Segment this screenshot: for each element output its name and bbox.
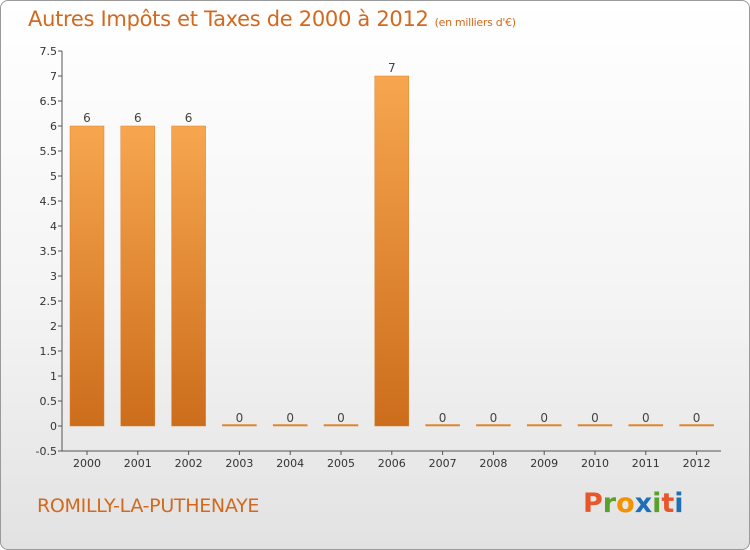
axes-group: -0.5 0 0.5 1 1.5 2 2.5 3 3.5 4 4.5 5 5.5 6 6.5 7 7.5 (36, 45, 721, 458)
data-label-2004: 0 (286, 411, 294, 425)
y-tick-label: 5 (50, 170, 57, 183)
logo-letter: P (583, 488, 603, 519)
data-label-2005: 0 (337, 411, 345, 425)
bar-2001 (120, 125, 156, 427)
data-label-2000: 6 (83, 111, 91, 125)
y-tick-label: 0.5 (40, 395, 58, 408)
y-tick-label: 0 (50, 420, 57, 433)
labels-group: 6 2000 6 2001 6 2002 0 2003 0 2004 0 2005 7 2006 0 2007… (73, 61, 711, 470)
y-tick-label: 1.5 (40, 345, 58, 358)
bar-2010 (577, 424, 613, 427)
y-tick-label: 4 (50, 220, 57, 233)
proxiti-logo: Proxiti (583, 488, 684, 519)
bar-2000 (69, 125, 105, 427)
y-tick-label: 6.5 (40, 95, 58, 108)
data-label-2008: 0 (490, 411, 498, 425)
bar-2011 (628, 424, 664, 427)
bar-2009 (526, 424, 562, 427)
x-tick-label-2009: 2009 (530, 457, 558, 470)
y-tick-label: 6 (50, 120, 57, 133)
data-label-2007: 0 (439, 411, 447, 425)
logo-letter: x (634, 488, 653, 519)
logo-letter: r (602, 488, 617, 519)
data-label-2009: 0 (540, 411, 548, 425)
x-tick-label-2001: 2001 (124, 457, 152, 470)
data-label-2006: 7 (388, 61, 396, 75)
x-tick-label-2012: 2012 (683, 457, 711, 470)
x-tick-label-2005: 2005 (327, 457, 355, 470)
y-tick-label: 3 (50, 270, 57, 283)
x-tick-label-2000: 2000 (73, 457, 101, 470)
bar-2007 (425, 424, 460, 427)
data-label-2003: 0 (236, 411, 244, 425)
x-tick-label-2008: 2008 (479, 457, 507, 470)
data-label-2010: 0 (591, 411, 599, 425)
y-tick-label: 5.5 (40, 145, 58, 158)
y-tick-label: 7 (50, 70, 57, 83)
bar-2012 (679, 424, 714, 427)
bar-2002 (171, 125, 206, 427)
commune-name: ROMILLY-LA-PUTHENAYE (37, 495, 260, 517)
data-label-2012: 0 (693, 411, 701, 425)
bar-2004 (272, 424, 308, 427)
y-tick-label: 3.5 (40, 245, 58, 258)
logo-letter: o (616, 488, 635, 519)
x-tick-label-2003: 2003 (225, 457, 253, 470)
data-label-2001: 6 (134, 111, 142, 125)
x-tick-label-2006: 2006 (378, 457, 406, 470)
x-tick-label-2011: 2011 (632, 457, 660, 470)
logo-letter: t (661, 488, 675, 519)
chart-subtitle: (en milliers d'€) (434, 16, 516, 29)
y-tick-label: -0.5 (36, 445, 57, 458)
data-label-2002: 6 (185, 111, 193, 125)
x-tick-label-2004: 2004 (276, 457, 304, 470)
logo-letter: i (652, 488, 662, 519)
bar-2008 (476, 424, 511, 427)
y-tick-label: 2.5 (40, 295, 58, 308)
y-tick-label: 2 (50, 320, 57, 333)
bars-group (69, 75, 714, 427)
logo-letter: i (674, 488, 684, 519)
x-tick-label-2010: 2010 (581, 457, 609, 470)
y-tick-label: 4.5 (40, 195, 58, 208)
y-tick-label: 7.5 (40, 45, 58, 58)
y-tick-label: 1 (50, 370, 57, 383)
bar-2003 (222, 424, 257, 427)
bar-2005 (323, 424, 359, 427)
x-tick-label-2002: 2002 (175, 457, 203, 470)
chart-title: Autres Impôts et Taxes de 2000 à 2012 (en… (28, 7, 516, 31)
chart-title-text: Autres Impôts et Taxes de 2000 à 2012 (28, 7, 429, 31)
bar-2006 (374, 75, 410, 427)
data-label-2011: 0 (642, 411, 650, 425)
x-tick-label-2007: 2007 (429, 457, 457, 470)
